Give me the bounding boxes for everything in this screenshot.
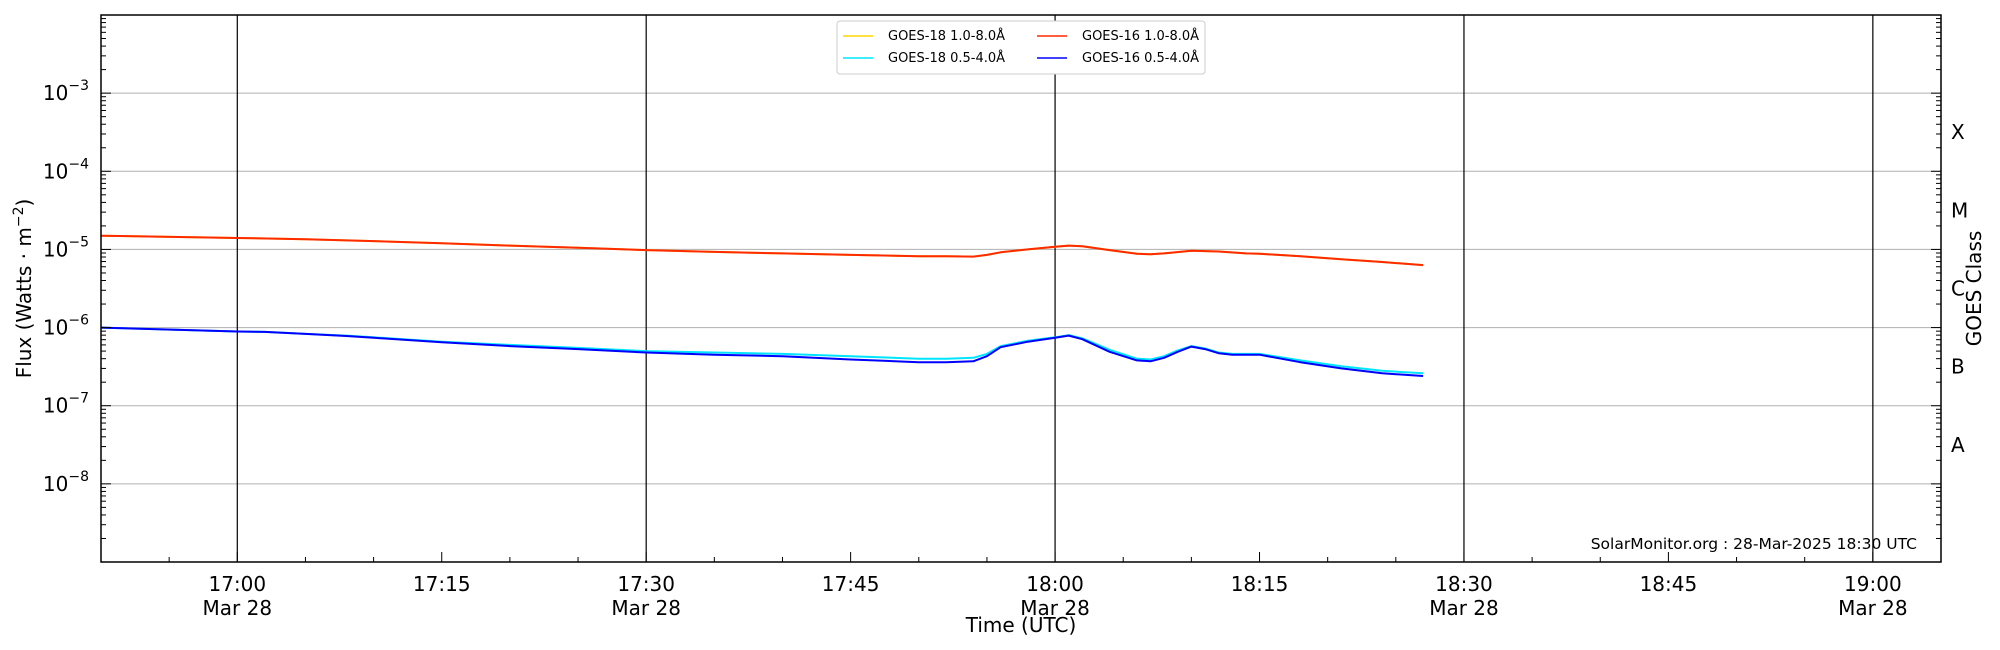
series-layer [100,234,1424,377]
series-line-1 [100,234,1424,267]
x-tick-label: 18:00 [1026,572,1084,596]
legend-label: GOES-18 1.0-8.0Å [888,28,1005,44]
x-tick-label: 18:30 [1435,572,1493,596]
legend-label: GOES-16 1.0-8.0Å [1082,28,1199,44]
goes-class-label: B [1951,355,1965,379]
y-tick-label: 10−4 [43,156,89,183]
y-tick-base: 10 [43,472,68,496]
goes-class-label: X [1951,120,1965,144]
y-tick-exponent: −3 [68,78,89,94]
y-axis-title: Flux (Watts · m−2) [11,199,36,379]
series-line-0 [100,234,1424,267]
x-tick-label: 18:45 [1640,572,1698,596]
y-tick-label: 10−5 [43,234,89,261]
goes-class-label: M [1951,198,1968,222]
x-axis-title: Time (UTC) [965,613,1077,637]
y-tick-label: 10−7 [43,391,89,418]
y-tick-base: 10 [43,81,68,105]
plot-frame [100,14,1942,563]
x-tick-label: 17:45 [822,572,880,596]
y-tick-base: 10 [43,159,68,183]
y-tick-exponent: −8 [68,469,89,485]
x-tick-label: 17:00 [208,572,266,596]
y-axis-title-superscript: −2 [11,207,27,228]
y-tick-label: 10−3 [43,78,89,105]
y-axis-title-main: Flux (Watts · m [12,227,36,378]
x-tick-date-label: Mar 28 [611,596,681,620]
y-tick-exponent: −4 [68,156,89,172]
y-tick-label: 10−6 [43,313,89,340]
x-tick-label: 19:00 [1844,572,1902,596]
y-tick-exponent: −6 [68,313,89,329]
y-tick-base: 10 [43,237,68,261]
y-axis-title-close: ) [12,199,36,207]
goes-class-label: A [1951,433,1965,457]
x-tick-date-label: Mar 28 [203,596,273,620]
x-tick-label: 17:15 [413,572,471,596]
series-line-3 [100,326,1424,377]
x-tick-label: 17:30 [617,572,675,596]
x-tick-date-label: Mar 28 [1020,596,1090,620]
goes-class-label: C [1951,277,1965,301]
y-tick-base: 10 [43,316,68,340]
x-tick-label: 18:15 [1231,572,1289,596]
y-tick-exponent: −5 [68,234,89,250]
y-tick-base: 10 [43,394,68,418]
grid-layer [101,92,1941,485]
legend-label: GOES-18 0.5-4.0Å [888,50,1005,66]
legend-box [836,20,1206,75]
vertical-lines [236,15,1874,562]
x-tick-date-label: Mar 28 [1838,596,1908,620]
y-tick-exponent: −7 [68,391,89,407]
x-tick-date-label: Mar 28 [1429,596,1499,620]
y-tick-label: 10−8 [43,469,89,496]
legend: GOES-18 1.0-8.0Å GOES-18 0.5-4.0Å GOES-16 … [836,20,1206,75]
goes-class-axis-title: GOES Class [1962,231,1986,347]
solarmonitor-watermark: SolarMonitor.org : 28-Mar-2025 18:30 UTC [1591,535,1917,553]
legend-label: GOES-16 0.5-4.0Å [1082,50,1199,66]
